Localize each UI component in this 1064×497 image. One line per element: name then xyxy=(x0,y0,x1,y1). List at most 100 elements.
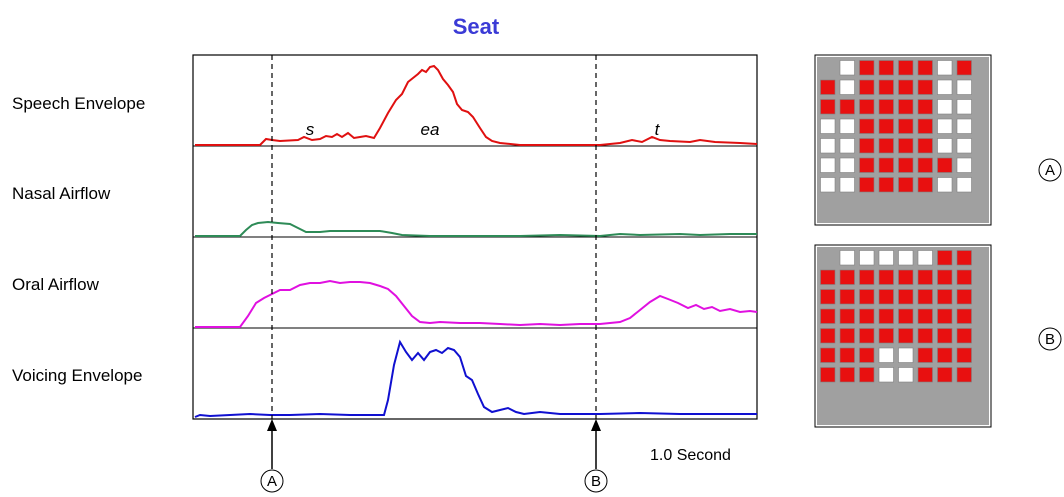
contact-grid-a-cell xyxy=(820,118,836,134)
voicing-envelope-trace xyxy=(194,339,757,418)
contact-grid-a-cell xyxy=(937,157,953,173)
trace-label-speech-envelope: Speech Envelope xyxy=(12,94,145,113)
contact-grid-b-cell xyxy=(898,269,914,285)
contact-grid-a-cell xyxy=(956,118,972,134)
contact-grid-b-cell xyxy=(859,308,875,324)
contact-grid-b-cell xyxy=(898,347,914,363)
contact-grid-a-cell xyxy=(859,157,875,173)
contact-grid-a-cell xyxy=(956,138,972,154)
contact-grid-b-cell xyxy=(917,289,933,305)
contact-grid-b-cell xyxy=(878,269,894,285)
contact-grid-a-cell xyxy=(937,118,953,134)
trace-label-nasal-airflow: Nasal Airflow xyxy=(12,184,111,203)
contact-grid-a-cell xyxy=(898,138,914,154)
contact-grid-b-cell xyxy=(917,269,933,285)
contact-grid-a-cell xyxy=(839,79,855,95)
contact-grid-b-cell xyxy=(839,308,855,324)
contact-grid-b-cell xyxy=(898,308,914,324)
contact-grid-b-cell xyxy=(956,269,972,285)
contact-grid-b-cell xyxy=(839,347,855,363)
phoneme-label-t: t xyxy=(655,120,661,139)
contact-grid-b-cell xyxy=(859,289,875,305)
contact-grid-b-cell xyxy=(937,347,953,363)
contact-grid-b-cell xyxy=(878,367,894,383)
contact-grid-b-cell xyxy=(917,308,933,324)
marker-b: B xyxy=(584,55,608,493)
contact-grid-a-cell xyxy=(937,177,953,193)
contact-grid-b-cell xyxy=(878,328,894,344)
contact-grid-b-cell xyxy=(937,289,953,305)
contact-grid-a-cell xyxy=(937,60,953,76)
contact-grid-a-cell xyxy=(917,79,933,95)
contact-grid-a-cell xyxy=(937,79,953,95)
grid-b-marker-circle xyxy=(1038,327,1062,351)
grid-a-marker-label: A xyxy=(1045,162,1055,179)
contact-grid-b-cell xyxy=(898,289,914,305)
phoneme-label-ea: ea xyxy=(421,120,440,139)
contact-grid-b-cell xyxy=(839,250,855,266)
contact-grid-a-cell xyxy=(898,60,914,76)
contact-grid-b-cell xyxy=(820,289,836,305)
contact-grid-a-cell xyxy=(937,138,953,154)
contact-grid-a-cell xyxy=(839,138,855,154)
contact-grid-b-cell xyxy=(937,308,953,324)
contact-grid-a-cell xyxy=(839,177,855,193)
contact-grid-b-cell xyxy=(917,250,933,266)
contact-grid-a-cell xyxy=(917,177,933,193)
contact-grid-a-cell xyxy=(917,99,933,115)
grid-a-marker-circle xyxy=(1038,158,1062,182)
contact-grid-a-cell xyxy=(956,60,972,76)
nasal-airflow-trace xyxy=(195,220,757,238)
contact-grid-a-cell xyxy=(898,99,914,115)
contact-grid-b-cell xyxy=(820,328,836,344)
marker-a: A xyxy=(260,55,284,493)
contact-grid-a-cell xyxy=(898,118,914,134)
contact-grid-a-cell xyxy=(859,99,875,115)
contact-grid-b-cell xyxy=(956,367,972,383)
contact-grid-b-cell xyxy=(859,347,875,363)
contact-grid-b-cell xyxy=(937,250,953,266)
contact-grid-b-cell xyxy=(839,289,855,305)
oral-airflow-trace xyxy=(195,279,758,328)
grid-b-marker-label: B xyxy=(1045,331,1055,348)
contact-grid-a-cell xyxy=(859,138,875,154)
marker-b-circle xyxy=(584,469,608,493)
contact-grid-a-cell xyxy=(917,118,933,134)
contact-grid-a-cell xyxy=(917,138,933,154)
page-title: Seat xyxy=(453,14,500,39)
contact-grid-a-cell xyxy=(898,79,914,95)
contact-grid-b-cell xyxy=(917,367,933,383)
contact-grid-a-cell xyxy=(956,99,972,115)
marker-b-label: B xyxy=(591,473,601,490)
contact-grid-b-cell xyxy=(937,367,953,383)
phoneme-label-s: s xyxy=(306,120,315,139)
contact-grid-b-cell xyxy=(859,367,875,383)
contact-grid-a-cells xyxy=(820,60,972,193)
contact-grid-a-cell xyxy=(820,79,836,95)
contact-grid-a xyxy=(814,54,992,226)
contact-grid-b-cell xyxy=(878,250,894,266)
contact-grid-a-cell xyxy=(859,177,875,193)
marker-a-label: A xyxy=(267,473,277,490)
contact-grid-a-cell xyxy=(956,157,972,173)
contact-grid-b-cell xyxy=(839,328,855,344)
contact-grid-b-cell xyxy=(839,269,855,285)
contact-grid-a-cell xyxy=(859,79,875,95)
contact-grid-b-cell xyxy=(878,347,894,363)
trace-panel xyxy=(192,54,758,420)
contact-grid-b-cell xyxy=(820,269,836,285)
contact-grid-a-cell xyxy=(956,177,972,193)
contact-grid-b-cell xyxy=(898,367,914,383)
contact-grid-a-cell xyxy=(898,177,914,193)
contact-grid-b-cell xyxy=(859,269,875,285)
contact-grid-a-cell xyxy=(859,118,875,134)
contact-grid-b-cell xyxy=(956,289,972,305)
contact-grid-b-cell xyxy=(820,308,836,324)
contact-grid-a-cell xyxy=(839,99,855,115)
contact-grid-b-cell xyxy=(820,347,836,363)
contact-grid-a-cell xyxy=(820,177,836,193)
contact-grid-b-cell xyxy=(898,250,914,266)
contact-grid-b xyxy=(814,244,992,428)
contact-grid-a-cell xyxy=(820,99,836,115)
marker-a-circle xyxy=(260,469,284,493)
